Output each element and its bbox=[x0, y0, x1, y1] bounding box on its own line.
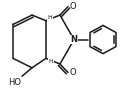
Text: H: H bbox=[49, 59, 53, 64]
Text: O: O bbox=[70, 68, 77, 77]
Text: N: N bbox=[70, 35, 77, 44]
Text: HO: HO bbox=[8, 78, 21, 87]
Text: O: O bbox=[70, 2, 77, 11]
Text: H: H bbox=[48, 15, 52, 20]
